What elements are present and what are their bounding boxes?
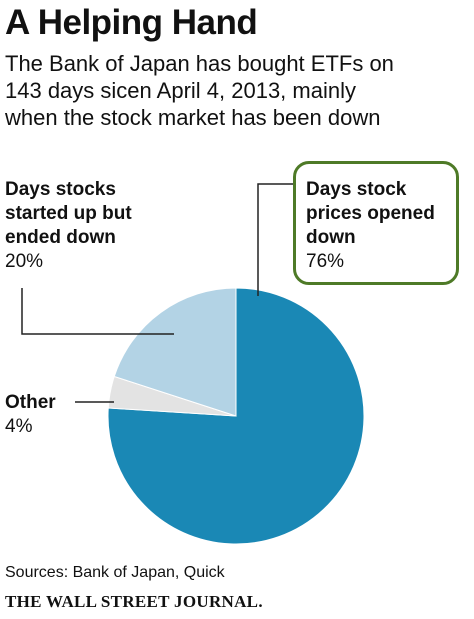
slice-name-line: prices opened [306, 203, 435, 224]
slice-name-line: started up but [5, 203, 132, 224]
leader-line-opened-down [257, 183, 293, 296]
chart-title: A Helping Hand [5, 3, 258, 42]
pie-slices [107, 287, 365, 545]
leader-line-started-up [21, 288, 174, 335]
slice-label-other: Other 4% [5, 391, 56, 439]
pie-slice-opened-down [107, 287, 365, 545]
slice-name-line: Days stocks [5, 179, 116, 200]
slice-label-started-up: Days stocks started up but ended down 20… [5, 178, 132, 274]
slice-percent-other: 4% [5, 416, 33, 437]
slice-percent-started-up: 20% [5, 251, 44, 272]
pie-slice-started-up [113, 287, 237, 417]
chart-subtitle: The Bank of Japan has bought ETFs on 143… [5, 50, 471, 131]
subtitle-line-1: The Bank of Japan has bought ETFs on [5, 51, 394, 76]
slice-name-line: ended down [5, 227, 116, 248]
slice-label-opened-down: Days stock prices opened down 76% [306, 178, 435, 274]
subtitle-line-3: when the stock market has been down [5, 105, 381, 130]
slice-percent-opened-down: 76% [306, 251, 345, 272]
leader-lines [21, 183, 293, 403]
slice-name-line: Other [5, 392, 56, 413]
slice-name-line: Days stock [306, 179, 407, 200]
subtitle-line-2: 143 days sicen April 4, 2013, mainly [5, 78, 356, 103]
publisher-logo: THE WALL STREET JOURNAL. [5, 592, 263, 611]
sources-note: Sources: Bank of Japan, Quick [5, 564, 225, 581]
slice-name-line: down [306, 227, 356, 248]
callout-box-opened-down [293, 161, 459, 285]
